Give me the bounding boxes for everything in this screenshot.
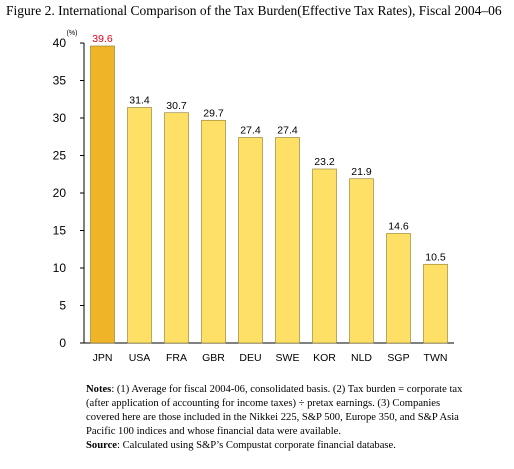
y-tick-label: 15 (53, 224, 67, 238)
y-tick-label: 40 (53, 36, 67, 50)
bar-kor (312, 168, 337, 344)
y-tick-label: 30 (53, 111, 67, 125)
y-tick-label: 35 (53, 74, 67, 88)
bar-usa (127, 107, 152, 344)
bar-value-label: 39.6 (92, 33, 113, 45)
notes-paragraph: Notes: (1) Average for fiscal 2004-06, c… (86, 383, 466, 439)
bar-swe (275, 137, 300, 344)
y-tick-label: 5 (59, 299, 66, 313)
x-tick-label: NLD (351, 352, 372, 364)
x-tick-label: USA (129, 352, 151, 364)
source-label: Source (86, 440, 117, 451)
x-tick-label: KOR (313, 352, 336, 364)
x-tick-label: SWE (276, 352, 300, 364)
bar-nld (349, 178, 374, 344)
y-axis-unit-label: (%) (67, 30, 78, 37)
bar-fra (164, 112, 189, 344)
bar-value-label: 29.7 (203, 107, 224, 119)
bar-value-label: 31.4 (129, 95, 150, 107)
bar-value-label: 23.2 (314, 156, 335, 168)
y-tick-label: 20 (53, 186, 67, 200)
notes-text: : (1) Average for fiscal 2004-06, consol… (86, 384, 463, 437)
y-tick-label: 25 (53, 149, 67, 163)
bar-sgp (386, 233, 411, 344)
y-tick-label: 10 (53, 261, 67, 275)
bar-value-label: 30.7 (166, 100, 187, 112)
figure-title: Figure 2. International Comparison of th… (6, 3, 502, 18)
bar-value-label: 27.4 (277, 125, 298, 137)
bar-gbr (201, 119, 226, 344)
x-tick-label: DEU (239, 352, 261, 364)
notes-label: Notes (86, 384, 112, 395)
source-text: : Calculated using S&P’s Compustat corpo… (117, 440, 396, 451)
x-tick-label: GBR (202, 352, 225, 364)
bar-chart: 0 5 10 15 20 25 30 35 40(%) 39.6 JPN 31.4 USA 30.7 FRA… (53, 30, 454, 364)
bar-value-label: 21.9 (351, 166, 372, 178)
bar-value-label: 14.6 (388, 221, 409, 233)
notes-block: Notes: (1) Average for fiscal 2004-06, c… (86, 383, 466, 453)
bar-deu (238, 137, 263, 344)
x-tick-label: TWN (424, 352, 448, 364)
y-tick-label: 0 (59, 336, 66, 350)
bar-value-label: 10.5 (425, 251, 446, 263)
x-tick-label: FRA (166, 352, 187, 364)
x-tick-label: JPN (93, 352, 113, 364)
source-paragraph: Source: Calculated using S&P’s Compustat… (86, 439, 466, 453)
x-tick-label: SGP (387, 352, 409, 364)
bar-twn (423, 263, 448, 344)
bar-value-label: 27.4 (240, 125, 261, 137)
bar-jpn (90, 45, 115, 344)
